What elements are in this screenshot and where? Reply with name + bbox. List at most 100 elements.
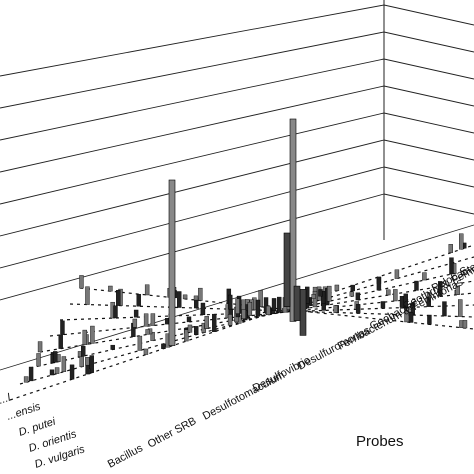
- chart-bar-small: [198, 287, 203, 301]
- gridline-left: [0, 85, 385, 173]
- chart-bar-small: [116, 290, 121, 306]
- gridline-right: [383, 31, 474, 53]
- chart-bar-small: [90, 325, 95, 344]
- chart-bar-small: [36, 353, 41, 367]
- chart-bar-small: [235, 298, 240, 314]
- chart-bar-small: [61, 356, 67, 372]
- chart-bar-small: [186, 316, 192, 323]
- chart-bar-small: [414, 280, 419, 291]
- chart-bar-small: [271, 298, 277, 311]
- chart-bar-small: [393, 289, 398, 302]
- chart-bar-small: [318, 289, 323, 297]
- chart-bar-small: [184, 329, 189, 342]
- chart-bar-small: [161, 343, 166, 349]
- chart-bar-small: [54, 367, 60, 374]
- chart-bar-small: [204, 316, 209, 329]
- chart-bar-tall: [293, 285, 301, 321]
- chart-bar-small: [376, 276, 382, 291]
- chart-bar-small: [394, 269, 400, 279]
- chart-bar-small: [108, 285, 113, 292]
- chart-bar-small: [422, 272, 427, 281]
- chart-bar-small: [193, 295, 199, 301]
- chart-bar-small: [200, 302, 206, 316]
- chart-bar-small: [448, 244, 453, 253]
- floor-row: [29, 268, 474, 369]
- chart-bar-small: [164, 318, 170, 325]
- chart-bar-tall: [289, 118, 297, 322]
- gridline-left: [0, 58, 385, 141]
- chart-bar-small: [133, 309, 139, 318]
- row-tick-label: ...l: [0, 392, 12, 407]
- gridline-right: [383, 85, 474, 107]
- chart-bar-small: [355, 304, 361, 314]
- chart-bar-small: [182, 294, 188, 300]
- chart-bar-small: [144, 284, 150, 296]
- chart-bar-small: [349, 291, 355, 297]
- chart-bar-small: [143, 348, 149, 355]
- chart-bar-small: [255, 299, 261, 317]
- chart-bar-small: [277, 296, 282, 313]
- chart-bar-small: [53, 351, 58, 363]
- chart-grid: [0, 0, 474, 301]
- chart-bar-small: [459, 233, 464, 250]
- chart-bar-small: [327, 285, 332, 302]
- chart-bar-small: [212, 313, 217, 332]
- floor-row: [49, 292, 474, 337]
- chart-bar-small: [79, 356, 84, 367]
- chart-bar-small: [321, 303, 326, 311]
- gridline-left: [0, 31, 385, 109]
- gridline-right: [383, 58, 474, 80]
- chart-bar-small: [333, 305, 338, 313]
- chart-bar-small: [150, 313, 156, 326]
- chart-bar-small: [427, 314, 432, 325]
- gridline-right: [383, 193, 474, 215]
- chart-bar-small: [23, 376, 29, 383]
- x-axis-title: Probes: [356, 433, 404, 450]
- chart-bars: [23, 118, 468, 383]
- chart-bar-small: [60, 320, 65, 335]
- chart-bar-small: [408, 312, 414, 323]
- row-tick-label: ...ensis: [5, 401, 42, 423]
- gridline-left: [0, 166, 385, 269]
- chart-bar-small: [437, 281, 443, 297]
- chart-bar-small: [386, 289, 391, 296]
- probe-tick-label: Bacillus: [106, 442, 146, 471]
- chart-bar-small: [458, 299, 463, 317]
- chart-bar-small: [79, 275, 84, 289]
- chart-bar-small: [334, 284, 340, 291]
- chart-bar-small: [426, 297, 431, 307]
- chart-bar-small: [150, 331, 155, 341]
- chart-bar-small: [258, 290, 263, 307]
- chart-bar-small: [136, 293, 141, 307]
- chart-bar-small: [350, 284, 355, 292]
- chart-bar-small: [312, 291, 318, 308]
- chart-bar-small: [37, 341, 43, 353]
- gridline-left: [0, 112, 385, 205]
- chart-bar-small: [266, 305, 271, 316]
- gridline-right: [383, 4, 474, 26]
- chart-bar-small: [85, 286, 90, 305]
- chart-bar-small: [113, 305, 118, 319]
- chart-bar-small: [69, 364, 75, 380]
- chart-bar-small: [311, 294, 316, 299]
- probe-tick-label: Other SRB: [146, 415, 199, 451]
- chart-bar-tall: [168, 179, 176, 346]
- gridline-left: [0, 193, 385, 301]
- gridline-right: [383, 139, 474, 161]
- chart-bar-small: [132, 318, 138, 328]
- chart-bar-small: [247, 302, 253, 316]
- gridline-right: [383, 166, 474, 188]
- chart-bar-small: [82, 329, 88, 345]
- chart-bar-small: [49, 369, 55, 376]
- chart-bar-small: [145, 329, 150, 335]
- chart-bar-small: [462, 320, 468, 329]
- chart-bar-tall: [299, 289, 307, 336]
- chart-bar-small: [263, 297, 269, 313]
- gridline-right: [383, 112, 474, 134]
- chart-bar-small: [187, 324, 193, 333]
- chart-bar-tall: [283, 232, 291, 307]
- chart-bar-small: [455, 285, 460, 295]
- chart-bar-small: [227, 314, 233, 326]
- chart-bar-small: [137, 335, 143, 351]
